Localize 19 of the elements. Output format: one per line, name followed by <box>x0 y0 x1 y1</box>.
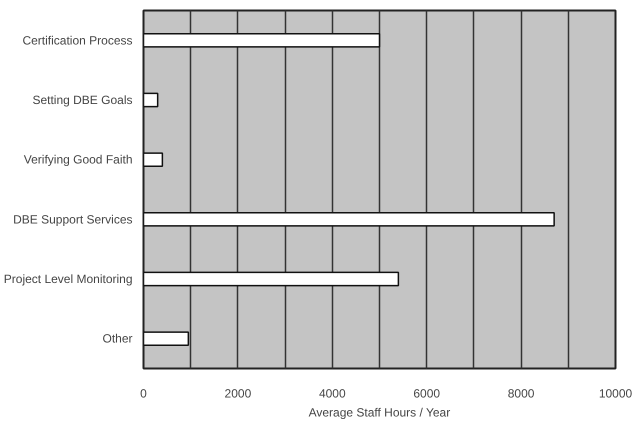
x-tick-label: 2000 <box>224 386 252 400</box>
bar <box>144 331 190 346</box>
x-tick-label: 0 <box>140 386 148 400</box>
x-axis-title: Average Staff Hours / Year <box>308 406 450 420</box>
y-tick-label: Verifying Good Faith <box>24 152 133 167</box>
x-tick-label: 10000 <box>598 386 633 400</box>
bar <box>144 152 164 167</box>
bar <box>144 272 400 286</box>
y-tick-label: Setting DBE Goals <box>32 93 133 107</box>
x-tick-label: 6000 <box>413 386 440 400</box>
bar <box>144 92 158 108</box>
x-tick-label: 4000 <box>318 386 346 400</box>
bar <box>144 212 555 227</box>
y-tick-label: Other <box>102 332 133 346</box>
y-tick-label: Certification Process <box>22 33 133 48</box>
y-tick-label: Project Level Monitoring <box>4 272 133 286</box>
y-tick-label: DBE Support Services <box>13 212 133 226</box>
x-tick-label: 8000 <box>508 386 535 400</box>
bar <box>144 33 380 48</box>
